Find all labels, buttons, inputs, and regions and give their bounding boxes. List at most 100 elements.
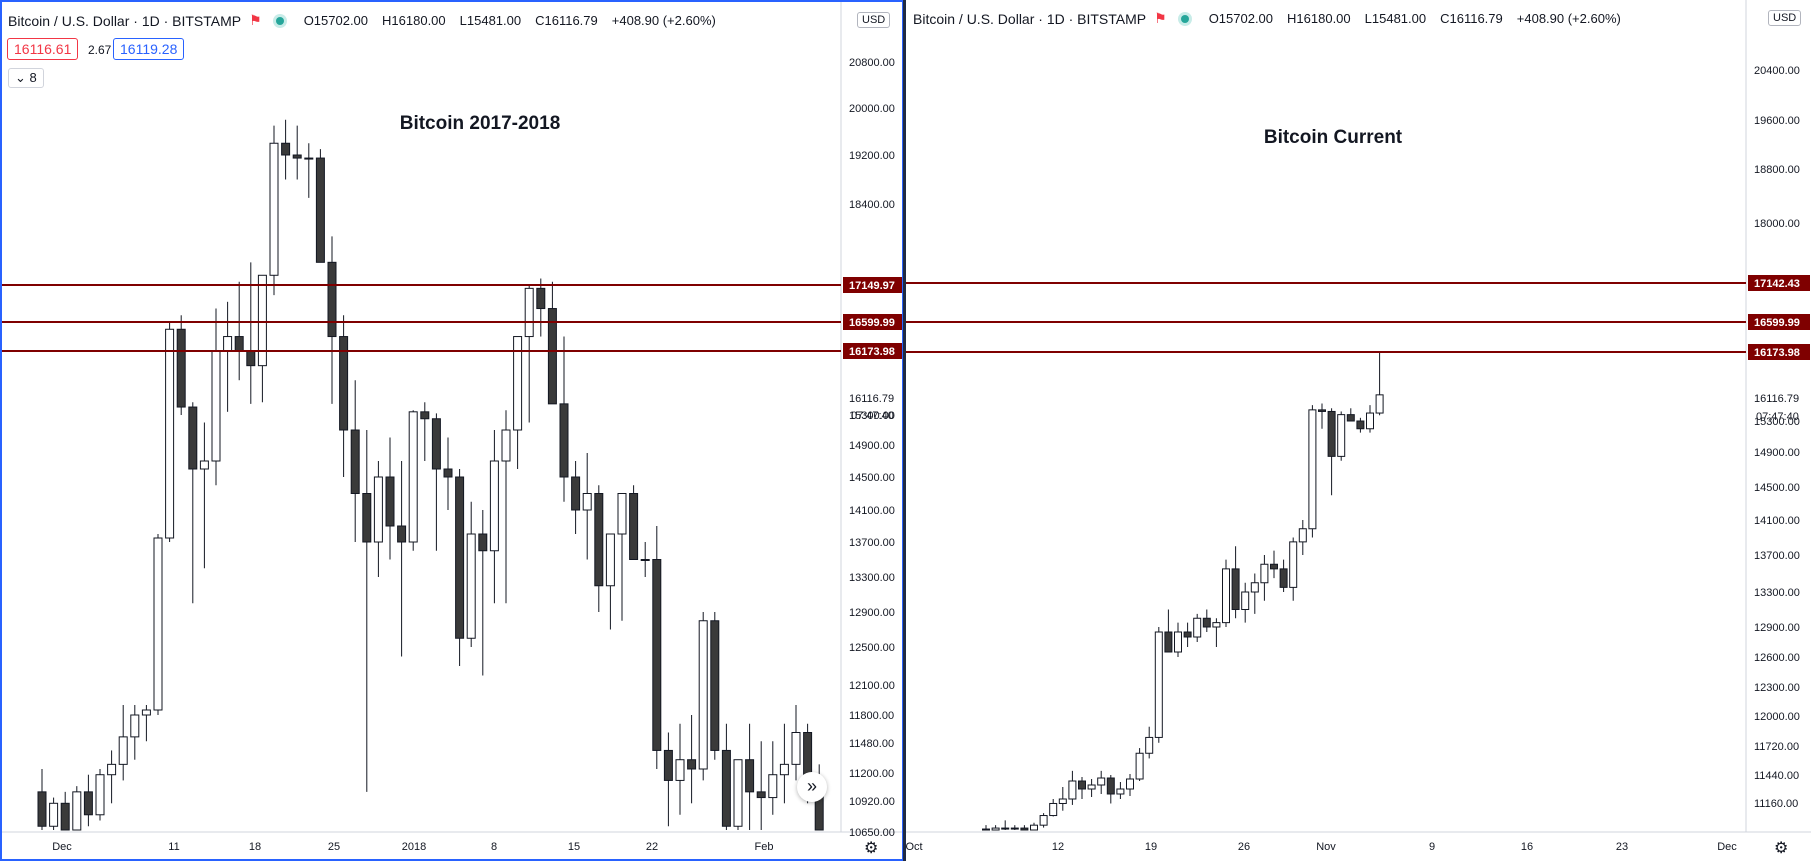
price-tick-label: 18000.00 bbox=[1754, 218, 1800, 230]
left-settings-button[interactable]: ⚙ bbox=[864, 838, 878, 858]
candle-body bbox=[420, 411, 430, 420]
candle-body bbox=[408, 411, 418, 543]
candle-body bbox=[779, 763, 789, 776]
candle-body bbox=[1145, 736, 1154, 754]
last-price-label: 16116.79 bbox=[849, 393, 894, 405]
candle-body bbox=[1039, 815, 1048, 826]
right-chart-pane[interactable]: 11160.00 11440.00 11720.00 12000.00 12300.00… bbox=[906, 0, 1811, 861]
candle-body bbox=[165, 328, 175, 539]
price-tick-label: 10920.00 bbox=[849, 796, 895, 808]
candle-body bbox=[1298, 528, 1307, 543]
candle-body bbox=[339, 336, 349, 431]
candle-body bbox=[991, 827, 1000, 831]
price-tick-label: 12600.00 bbox=[1754, 652, 1800, 664]
candle-body bbox=[1250, 582, 1259, 593]
right-chart-canvas[interactable]: 11160.00 11440.00 11720.00 12000.00 12300.00… bbox=[906, 0, 1811, 861]
scroll-to-realtime-button[interactable]: » bbox=[797, 772, 827, 802]
time-tick-label: 25 bbox=[328, 841, 340, 853]
right-currency-button[interactable]: USD bbox=[1768, 10, 1802, 26]
candle-body bbox=[1020, 827, 1029, 831]
left-chart-pane[interactable]: 10650.00 10920.00 11200.00 11480.00 11800.00… bbox=[0, 0, 904, 861]
time-tick-label: 18 bbox=[249, 841, 261, 853]
candle-body bbox=[1279, 568, 1288, 588]
time-tick-label: 9 bbox=[1429, 841, 1435, 853]
candle-body bbox=[1318, 409, 1326, 412]
sell-price-button[interactable]: 16116.61 bbox=[7, 38, 79, 60]
candle-body bbox=[536, 287, 546, 310]
price-tick-label: 12900.00 bbox=[1754, 622, 1800, 634]
flag-icon[interactable]: ⚑ bbox=[249, 12, 262, 28]
time-tick-label: 16 bbox=[1521, 841, 1533, 853]
price-tick-label: 18400.00 bbox=[849, 199, 895, 211]
candle-body bbox=[362, 493, 372, 543]
candle-body bbox=[1231, 568, 1240, 610]
left-chart-canvas[interactable]: 10650.00 10920.00 11200.00 11480.00 11800.00… bbox=[2, 2, 902, 859]
candle-body bbox=[791, 732, 801, 765]
price-tick-label: 13700.00 bbox=[1754, 550, 1800, 562]
right-symbol-title[interactable]: Bitcoin / U.S. Dollar · 1D · BITSTAMP bbox=[913, 10, 1147, 27]
left-symbol-title[interactable]: Bitcoin / U.S. Dollar · 1D · BITSTAMP bbox=[8, 12, 242, 29]
right-settings-button[interactable]: ⚙ bbox=[1774, 838, 1788, 858]
time-tick-label: 26 bbox=[1238, 841, 1250, 853]
candle-body bbox=[1202, 617, 1211, 628]
time-tick-label: 2018 bbox=[402, 841, 426, 853]
left-currency-button[interactable]: USD bbox=[857, 12, 891, 28]
candle-body bbox=[629, 493, 639, 560]
candle-body bbox=[1193, 617, 1202, 638]
candle-body bbox=[37, 791, 47, 827]
chevron-down-icon: ⌄ bbox=[15, 70, 26, 85]
candle-body bbox=[1097, 777, 1106, 786]
price-tick-label: 20800.00 bbox=[849, 57, 895, 69]
candle-body bbox=[1356, 420, 1365, 430]
left-high-value: H16180.00 bbox=[382, 13, 446, 28]
candle-body bbox=[1174, 631, 1182, 653]
level-price-tag bbox=[1748, 344, 1810, 360]
candle-body bbox=[489, 460, 499, 552]
price-tick-label: 11720.00 bbox=[1754, 741, 1799, 753]
candle-body bbox=[141, 709, 151, 716]
candle-body bbox=[49, 802, 59, 827]
candle-body bbox=[176, 328, 186, 408]
left-low-value: L15481.00 bbox=[459, 13, 522, 28]
gear-icon: ⚙ bbox=[864, 840, 879, 857]
time-tick-label: Dec bbox=[1717, 841, 1737, 853]
candle-body bbox=[315, 157, 325, 263]
candle-body bbox=[478, 533, 488, 552]
candle-body bbox=[1164, 631, 1173, 653]
candle-body bbox=[246, 350, 256, 367]
left-symbol-legend: Bitcoin / U.S. Dollar · 1D · BITSTAMP ⚑ … bbox=[8, 12, 716, 29]
candle-body bbox=[1106, 777, 1115, 795]
candle-body bbox=[698, 620, 708, 770]
candle-body bbox=[1327, 410, 1336, 457]
price-tick-label: 18800.00 bbox=[1754, 164, 1800, 176]
candle-body bbox=[130, 714, 140, 738]
level-price-label: 17149.97 bbox=[849, 280, 895, 292]
level-price-label: 16599.99 bbox=[849, 317, 895, 329]
candle-body bbox=[1289, 541, 1298, 588]
pane-divider[interactable] bbox=[903, 0, 906, 861]
price-tick-label: 14500.00 bbox=[1754, 482, 1800, 494]
candle-body bbox=[1222, 568, 1230, 624]
price-tick-label: 19600.00 bbox=[1754, 115, 1800, 127]
candle-body bbox=[327, 261, 337, 338]
indicators-toggle-button[interactable]: ⌄ 8 bbox=[8, 68, 44, 88]
candle-body bbox=[559, 403, 569, 478]
chart-annotation-text: Bitcoin 2017-2018 bbox=[400, 113, 561, 134]
gear-icon: ⚙ bbox=[1774, 840, 1789, 857]
candle-body bbox=[1078, 780, 1086, 790]
candle-body bbox=[605, 533, 615, 587]
candle-body bbox=[640, 559, 650, 561]
price-tick-label: 13300.00 bbox=[849, 572, 895, 584]
last-price-label: 16116.79 bbox=[1754, 393, 1799, 405]
candle-body bbox=[1346, 414, 1355, 422]
level-price-tag bbox=[843, 343, 902, 359]
level-price-label: 17142.43 bbox=[1754, 278, 1800, 290]
candle-body bbox=[1030, 824, 1038, 831]
price-tick-label: 12000.00 bbox=[1754, 711, 1800, 723]
flag-icon[interactable]: ⚑ bbox=[1154, 10, 1167, 26]
candle-body bbox=[281, 142, 291, 156]
candle-body bbox=[1116, 788, 1125, 795]
candle-body bbox=[982, 828, 990, 831]
candle-body bbox=[153, 537, 163, 711]
buy-price-button[interactable]: 16119.28 bbox=[113, 38, 185, 60]
